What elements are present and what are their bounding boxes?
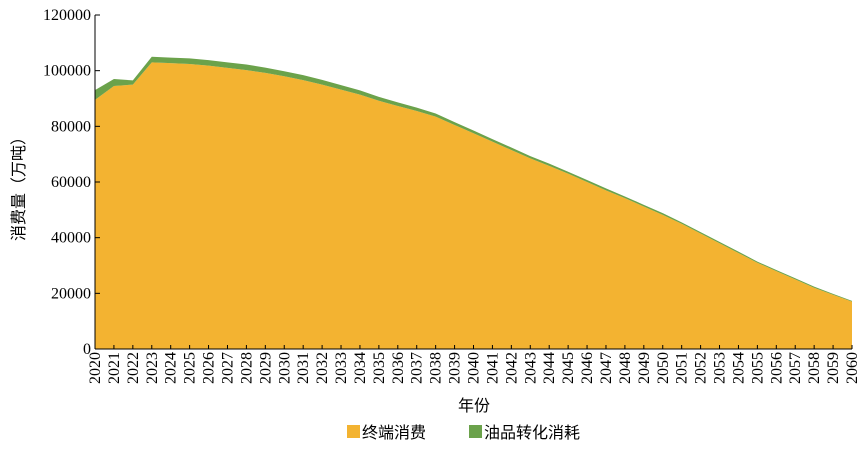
- x-tick-label: 2059: [825, 352, 842, 384]
- x-tick-label: 2060: [844, 352, 860, 384]
- x-tick-label: 2046: [579, 352, 596, 384]
- x-tick-label: 2033: [333, 352, 350, 384]
- x-tick-label: 2052: [693, 352, 710, 384]
- x-tick-label: 2031: [295, 352, 312, 384]
- y-axis-ticks: 0 20000 40000 60000 80000 100000 120000: [43, 7, 100, 358]
- x-tick-label: 2028: [238, 352, 255, 384]
- x-tick-label: 2054: [730, 352, 747, 384]
- x-tick-label: 2029: [257, 352, 274, 384]
- x-tick-label: 2038: [428, 352, 445, 384]
- x-tick-label: 2044: [541, 352, 558, 384]
- x-tick-label: 2035: [371, 352, 388, 384]
- plot-areas: [95, 56, 852, 350]
- x-tick-label: 2024: [163, 352, 180, 384]
- x-tick-label: 2048: [617, 352, 634, 384]
- x-tick-label: 2030: [276, 352, 293, 384]
- x-tick-label: 2036: [390, 352, 407, 384]
- legend-swatch-2: [469, 425, 482, 438]
- y-axis-title: 消费量（万吨）: [9, 129, 28, 241]
- legend: 终端消费 油品转化消耗: [347, 423, 580, 442]
- x-tick-label: 2034: [352, 352, 369, 384]
- x-tick-label: 2039: [447, 352, 464, 384]
- x-tick-label: 2022: [125, 352, 142, 384]
- legend-label-2: 油品转化消耗: [484, 423, 580, 442]
- legend-swatch-1: [347, 425, 360, 438]
- x-tick-label: 2049: [636, 352, 653, 384]
- y-tick-label: 120000: [43, 7, 91, 24]
- x-axis-title: 年份: [458, 396, 490, 415]
- x-tick-label: 2051: [674, 352, 691, 384]
- x-tick-label: 2021: [106, 352, 123, 384]
- x-tick-label: 2043: [522, 352, 539, 384]
- x-tick-label: 2042: [503, 352, 520, 384]
- x-tick-label: 2040: [466, 352, 483, 384]
- area-series-1: [95, 62, 852, 350]
- y-tick-label: 20000: [51, 285, 91, 302]
- y-tick-label: 60000: [51, 174, 91, 191]
- x-tick-label: 2025: [182, 352, 199, 384]
- x-tick-label: 2027: [219, 352, 236, 384]
- x-tick-label: 2050: [655, 352, 672, 384]
- y-tick-label: 100000: [43, 63, 91, 80]
- y-tick-label: 80000: [51, 118, 91, 135]
- x-tick-label: 2056: [768, 352, 785, 384]
- x-tick-label: 2045: [560, 352, 577, 384]
- x-tick-label: 2020: [87, 352, 104, 384]
- x-tick-label: 2023: [144, 352, 161, 384]
- x-tick-label: 2058: [806, 352, 823, 384]
- x-tick-label: 2057: [787, 352, 804, 384]
- x-tick-label: 2037: [409, 352, 426, 384]
- x-tick-label: 2047: [598, 352, 615, 384]
- x-tick-label: 2032: [314, 352, 331, 384]
- y-tick-label: 0: [83, 341, 91, 358]
- x-tick-label: 2026: [201, 352, 218, 384]
- y-tick-label: 40000: [51, 230, 91, 247]
- legend-label-1: 终端消费: [362, 423, 426, 442]
- x-tick-label: 2041: [484, 352, 501, 384]
- x-tick-label: 2053: [712, 352, 729, 384]
- x-axis-ticks: 2020 2021 2022 2023 2024 2025 2026 2027 2028 2029…: [87, 345, 860, 384]
- x-tick-label: 2055: [749, 352, 766, 384]
